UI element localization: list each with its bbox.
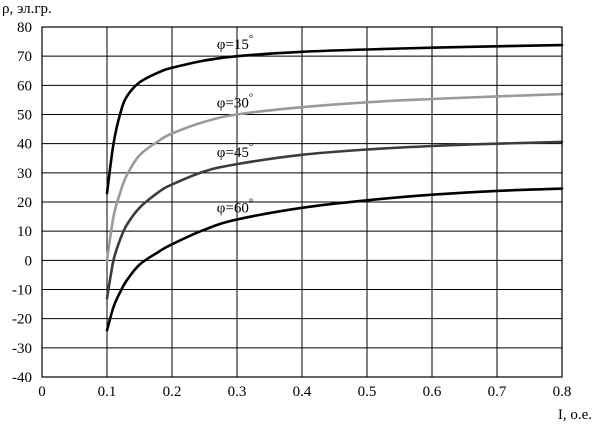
y-tick-label: -20 bbox=[12, 312, 32, 328]
series-label-text: φ=45 bbox=[217, 145, 249, 161]
y-tick-label: 50 bbox=[17, 108, 32, 124]
series-label-text: φ=15 bbox=[217, 37, 249, 53]
y-axis-title: ρ, эл.гр. bbox=[2, 1, 52, 17]
degree-superscript: ° bbox=[249, 92, 253, 104]
x-tick-label: 0.8 bbox=[553, 384, 572, 400]
y-tick-label: -40 bbox=[12, 370, 32, 386]
x-axis-title: I, о.е. bbox=[558, 407, 592, 423]
series-label-text: φ=60 bbox=[217, 201, 249, 217]
x-tick-label: 0.6 bbox=[423, 384, 442, 400]
x-tick-label: 0.5 bbox=[358, 384, 377, 400]
series-line-4 bbox=[105, 187, 564, 332]
series-line-1 bbox=[105, 43, 564, 195]
x-tick-labels: 0 0.1 0.2 0.3 0.4 0.5 0.6 0.7 0.8 bbox=[38, 384, 571, 400]
plot-frame bbox=[41, 26, 563, 378]
series-label-3: φ=45° bbox=[217, 141, 254, 161]
y-tick-label: 70 bbox=[17, 49, 32, 65]
x-tick-label: 0.3 bbox=[228, 384, 247, 400]
y-tick-label: 60 bbox=[17, 78, 32, 94]
y-tick-labels: 80 70 60 50 40 30 20 10 0 -10 -20 -30 -40 bbox=[12, 20, 32, 386]
y-tick-label: 40 bbox=[17, 137, 32, 153]
degree-superscript: ° bbox=[249, 197, 253, 209]
y-tick-label: 10 bbox=[17, 224, 32, 240]
y-tick-label: 80 bbox=[17, 20, 32, 36]
x-tick-label: 0.4 bbox=[293, 384, 312, 400]
x-tick-label: 0.2 bbox=[163, 384, 182, 400]
series-line-2 bbox=[105, 92, 564, 262]
x-tick-label: 0.1 bbox=[98, 384, 117, 400]
x-tick-label: 0.7 bbox=[488, 384, 507, 400]
y-tick-label: 30 bbox=[17, 166, 32, 182]
degree-superscript: ° bbox=[249, 33, 253, 45]
series-line-3 bbox=[105, 140, 564, 300]
series-label-4: φ=60° bbox=[217, 197, 254, 217]
series-label-2: φ=30° bbox=[217, 92, 254, 112]
series-label-text: φ=30 bbox=[217, 96, 249, 112]
series-labels: φ=15°φ=30°φ=45°φ=60° bbox=[217, 33, 254, 216]
y-tick-label: 20 bbox=[17, 195, 32, 211]
y-tick-label: -30 bbox=[12, 341, 32, 357]
y-tick-label: 0 bbox=[25, 253, 33, 269]
series-label-1: φ=15° bbox=[217, 33, 254, 53]
degree-superscript: ° bbox=[249, 141, 253, 153]
x-tick-label: 0 bbox=[38, 384, 46, 400]
grid bbox=[41, 26, 563, 378]
series-layer bbox=[105, 43, 564, 332]
y-tick-label: -10 bbox=[12, 283, 32, 299]
